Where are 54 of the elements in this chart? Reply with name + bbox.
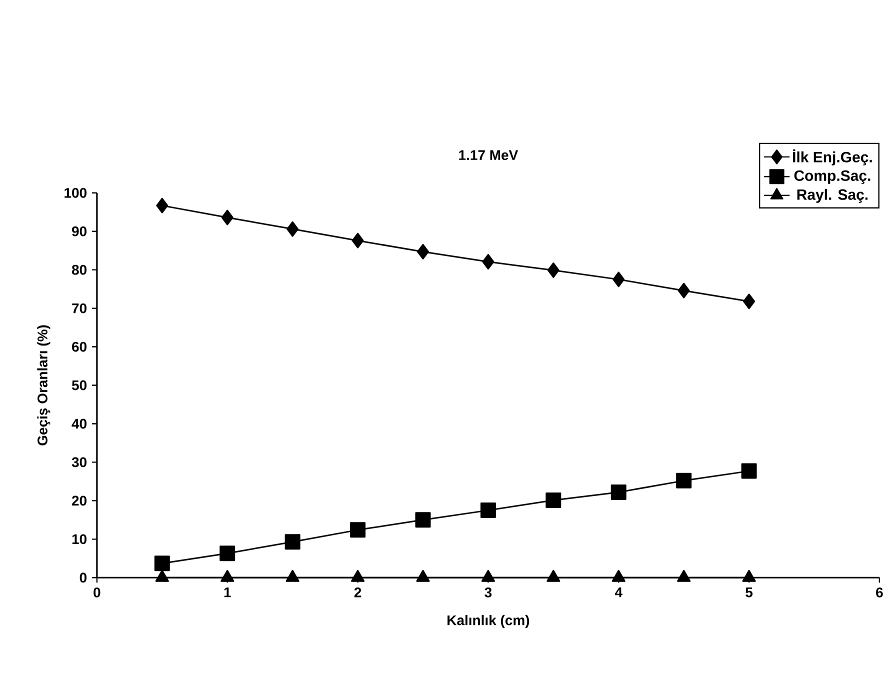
chart-title: 1.17 MeV <box>459 150 518 160</box>
point <box>678 283 690 299</box>
point <box>480 502 496 518</box>
point <box>612 272 625 288</box>
point <box>676 473 692 489</box>
x-tick-label: 0 <box>94 588 100 598</box>
x-tick-label: 4 <box>614 588 622 598</box>
y-tick-label: 0 <box>80 572 87 583</box>
y-tick-label: 10 <box>72 534 87 544</box>
point <box>220 570 234 582</box>
point <box>350 522 366 538</box>
legend-label: Rayl. Saç. <box>797 189 868 204</box>
point <box>741 464 757 480</box>
point <box>482 254 494 270</box>
y-tick-label: 80 <box>72 265 87 275</box>
point <box>742 570 756 582</box>
x-tick-label: 1 <box>224 588 231 598</box>
point <box>743 294 756 310</box>
point <box>546 492 562 508</box>
x-axis-title: Kalınlık (cm) <box>448 615 530 628</box>
point <box>610 484 626 500</box>
legend-label: Comp.Saç. <box>794 170 870 184</box>
point <box>221 210 234 226</box>
point <box>155 570 169 582</box>
point <box>284 534 300 550</box>
y-tick-label: 70 <box>72 304 87 314</box>
point <box>352 233 364 249</box>
point <box>677 570 691 582</box>
y-tick-label: 30 <box>72 457 87 468</box>
x-tick-label: 6 <box>876 588 883 598</box>
point <box>481 570 496 582</box>
x-tick-label: 5 <box>746 588 753 598</box>
y-axis-title: Geçiş Oranları (%) <box>37 326 50 446</box>
point <box>286 222 299 238</box>
point <box>286 570 300 582</box>
x-tick-label: 3 <box>484 588 492 598</box>
legend-label: İlk Enj.Geç. <box>793 150 872 166</box>
point <box>416 244 429 260</box>
y-tick-label: 40 <box>72 418 87 429</box>
x-tick-label: 2 <box>354 588 362 598</box>
y-tick-label: 90 <box>72 226 87 237</box>
point <box>156 198 168 214</box>
point <box>546 570 560 582</box>
point <box>220 546 236 562</box>
point <box>350 570 365 582</box>
point <box>154 556 170 572</box>
y-tick-label: 50 <box>72 380 87 390</box>
y-tick-label: 20 <box>72 496 87 506</box>
point <box>547 262 560 278</box>
point <box>612 570 626 582</box>
point <box>415 512 431 528</box>
y-tick-label: 60 <box>72 342 87 352</box>
point <box>416 570 430 582</box>
y-tick-label: 100 <box>64 188 87 198</box>
